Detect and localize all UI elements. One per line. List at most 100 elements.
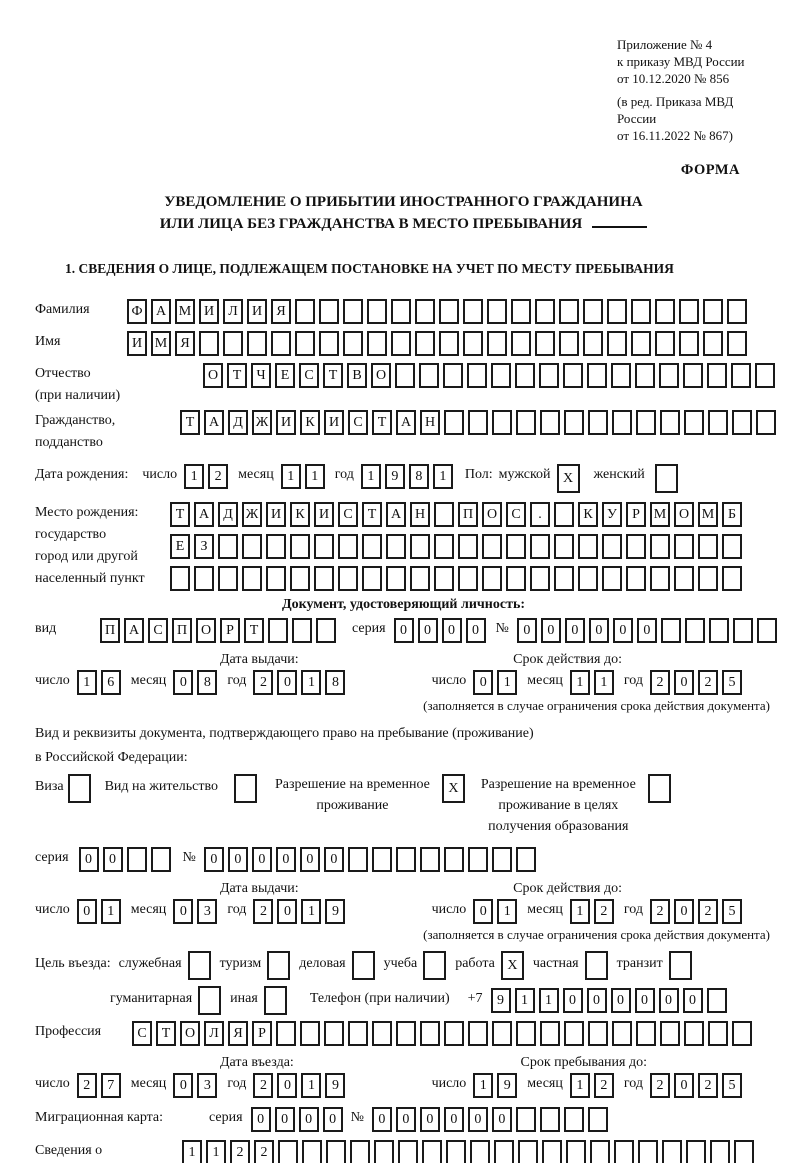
char-box[interactable]: О — [180, 1021, 200, 1046]
char-box[interactable]: Р — [252, 1021, 272, 1046]
char-box[interactable]: Ч — [251, 363, 271, 388]
char-box[interactable] — [755, 363, 775, 388]
char-box[interactable]: 2 — [698, 670, 718, 695]
char-box[interactable] — [338, 534, 358, 559]
char-box[interactable]: Н — [410, 502, 430, 527]
char-box[interactable]: У — [602, 502, 622, 527]
char-box[interactable] — [396, 1021, 416, 1046]
char-box[interactable]: 0 — [674, 670, 694, 695]
visa-checkbox[interactable] — [67, 774, 91, 803]
char-box[interactable]: 0 — [467, 1107, 488, 1132]
char-box[interactable]: Ф — [127, 299, 147, 324]
char-box[interactable]: 0 — [393, 618, 414, 643]
char-box[interactable] — [564, 1021, 584, 1046]
char-box[interactable] — [278, 1140, 298, 1163]
char-box[interactable] — [372, 1021, 392, 1046]
char-box[interactable] — [242, 566, 262, 591]
char-box[interactable]: 2 — [254, 1140, 274, 1163]
char-box[interactable] — [590, 1140, 610, 1163]
char-box[interactable]: К — [578, 502, 598, 527]
char-box[interactable]: . — [530, 502, 550, 527]
sex-male-checkbox[interactable]: X — [556, 464, 580, 493]
char-box[interactable]: 0 — [674, 899, 694, 924]
char-box[interactable] — [710, 1140, 730, 1163]
purpose-business-checkbox[interactable] — [187, 951, 211, 980]
char-box[interactable] — [276, 1021, 296, 1046]
char-box[interactable] — [638, 1140, 658, 1163]
char-box[interactable] — [706, 988, 727, 1013]
char-box[interactable]: 0 — [417, 618, 438, 643]
char-box[interactable] — [660, 1021, 680, 1046]
char-box[interactable] — [482, 566, 502, 591]
char-box[interactable] — [470, 1140, 490, 1163]
char-box[interactable]: 0 — [173, 670, 194, 695]
char-box[interactable]: 2 — [650, 899, 670, 924]
char-box[interactable] — [614, 1140, 634, 1163]
char-box[interactable] — [463, 331, 483, 356]
char-box[interactable] — [223, 331, 243, 356]
char-box[interactable]: 1 — [569, 1073, 590, 1098]
char-box[interactable] — [319, 331, 339, 356]
char-box[interactable] — [708, 1021, 728, 1046]
char-box[interactable] — [434, 502, 454, 527]
char-box[interactable] — [398, 1140, 418, 1163]
char-box[interactable]: 0 — [251, 847, 272, 872]
char-box[interactable]: 2 — [593, 1073, 614, 1098]
char-box[interactable] — [242, 534, 262, 559]
char-box[interactable] — [587, 1107, 608, 1132]
char-box[interactable]: 9 — [325, 899, 346, 924]
char-box[interactable]: 2 — [698, 1073, 718, 1098]
char-box[interactable]: 0 — [78, 847, 99, 872]
char-box[interactable] — [611, 363, 631, 388]
char-box[interactable] — [515, 363, 535, 388]
char-box[interactable]: 1 — [432, 464, 453, 489]
char-box[interactable] — [650, 534, 670, 559]
char-box[interactable] — [515, 847, 536, 872]
char-box[interactable] — [351, 951, 375, 980]
char-box[interactable] — [602, 534, 622, 559]
char-box[interactable] — [684, 1021, 704, 1046]
char-box[interactable]: Т — [180, 410, 200, 435]
char-box[interactable]: В — [347, 363, 367, 388]
char-box[interactable] — [434, 566, 454, 591]
char-box[interactable] — [707, 363, 727, 388]
char-box[interactable] — [391, 299, 411, 324]
char-box[interactable] — [348, 1021, 368, 1046]
char-box[interactable] — [698, 534, 718, 559]
char-box[interactable]: А — [194, 502, 214, 527]
char-box[interactable]: 1 — [360, 464, 381, 489]
char-box[interactable]: 1 — [538, 988, 559, 1013]
char-box[interactable]: 0 — [419, 1107, 440, 1132]
char-box[interactable] — [631, 299, 651, 324]
char-box[interactable]: 2 — [650, 670, 670, 695]
char-box[interactable] — [395, 847, 416, 872]
char-box[interactable] — [290, 566, 310, 591]
char-box[interactable] — [395, 363, 415, 388]
char-box[interactable] — [516, 410, 536, 435]
char-box[interactable] — [731, 363, 751, 388]
char-box[interactable]: 0 — [588, 618, 609, 643]
char-box[interactable]: 1 — [184, 464, 205, 489]
char-box[interactable] — [506, 566, 526, 591]
char-box[interactable]: 3 — [197, 899, 218, 924]
purpose-humanitarian-checkbox[interactable] — [198, 986, 222, 1015]
char-box[interactable] — [530, 566, 550, 591]
char-box[interactable]: М — [650, 502, 670, 527]
char-box[interactable]: 1 — [473, 1073, 494, 1098]
char-box[interactable] — [727, 331, 747, 356]
char-box[interactable] — [756, 618, 777, 643]
char-box[interactable] — [126, 847, 147, 872]
char-box[interactable]: 0 — [610, 988, 631, 1013]
